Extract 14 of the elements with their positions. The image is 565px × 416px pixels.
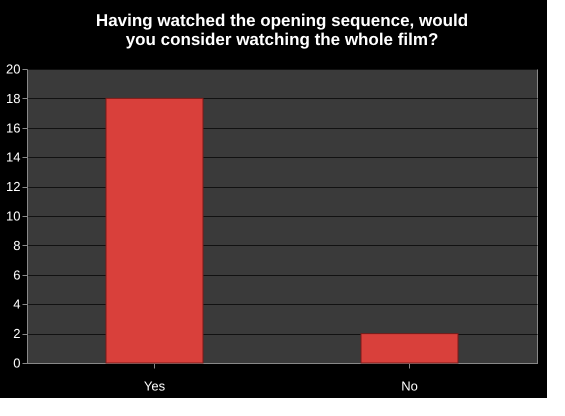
y-tick-label: 10 (6, 208, 20, 224)
y-tick-label: 14 (6, 150, 20, 165)
y-tick-label: 8 (13, 238, 20, 253)
y-tick-label: 0 (13, 356, 20, 370)
y-tick-label: 12 (6, 179, 20, 194)
chart-title: Having watched the opening sequence, would you consider watching the whole film? (96, 11, 468, 49)
y-tick-label: 6 (13, 267, 20, 282)
y-tick-label: 2 (13, 326, 20, 342)
x-tick-label: Yes (144, 378, 166, 394)
y-tick-label: 4 (13, 296, 20, 312)
y-tick-label: 20 (6, 62, 20, 76)
x-tick-label: No (401, 378, 418, 394)
y-tick-label: 16 (6, 120, 20, 136)
y-tick-label: 18 (6, 90, 20, 106)
